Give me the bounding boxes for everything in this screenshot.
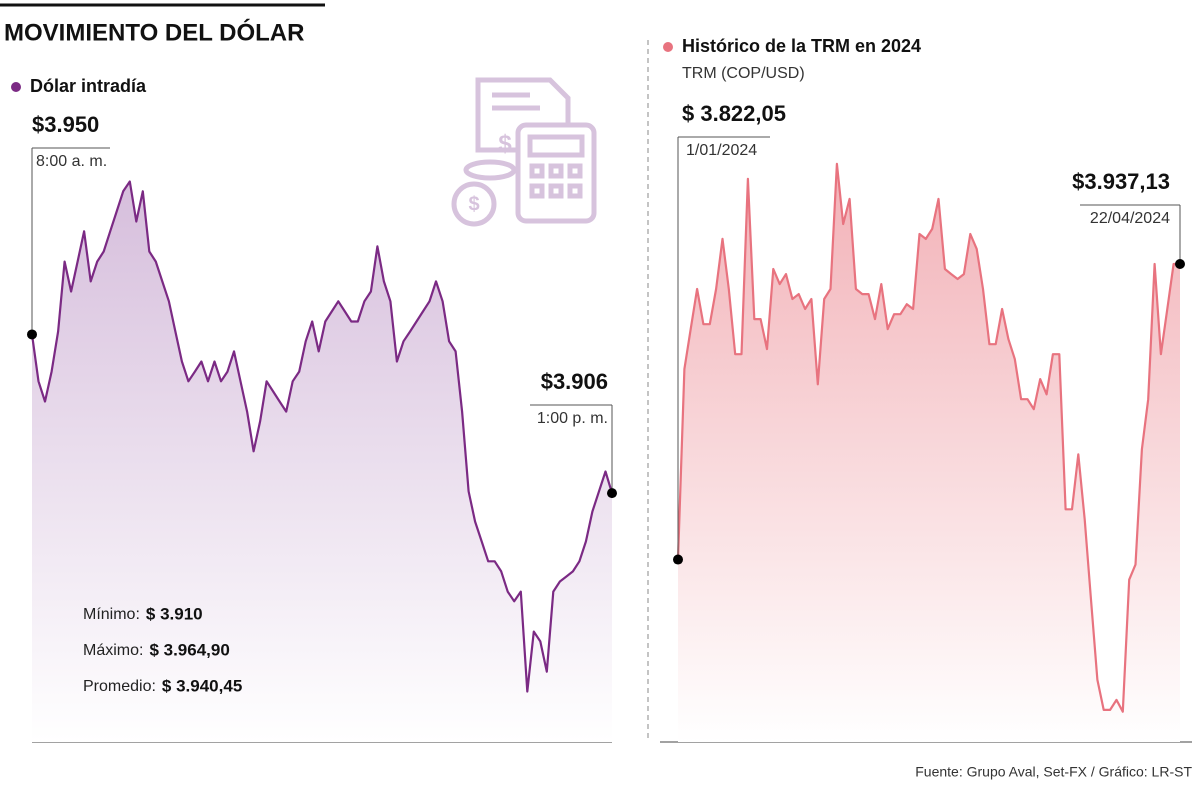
end-point xyxy=(607,488,617,499)
annotation-value: $ 3.822,05 xyxy=(682,101,786,126)
annotation-date: 1/01/2024 xyxy=(686,142,757,159)
annotation-date: 1:00 p. m. xyxy=(537,410,608,427)
end-point xyxy=(673,554,683,565)
stat-value: $ 3.940,45 xyxy=(162,676,242,695)
subtitle: TRM (COP/USD) xyxy=(682,65,805,82)
title: MOVIMIENTO DEL DÓLAR xyxy=(4,18,304,46)
source: Fuente: Grupo Aval, Set-FX / Gráfico: LR… xyxy=(915,764,1192,780)
stat-label: Mínimo: xyxy=(83,606,140,623)
stat-label: Máximo: xyxy=(83,642,143,659)
legend-marker xyxy=(663,42,673,52)
legend-label: Dólar intradía xyxy=(30,76,147,96)
line xyxy=(30,180,614,693)
end-point xyxy=(1175,259,1185,270)
annotation-value: $3.950 xyxy=(32,112,99,137)
legend-label: Histórico de la TRM en 2024 xyxy=(682,36,921,56)
annotation-date: 22/04/2024 xyxy=(1090,210,1170,227)
finance-icon xyxy=(451,77,597,227)
stat-value: $ 3.910 xyxy=(146,604,203,623)
icon-symbol: $ xyxy=(468,193,479,215)
icon-symbol: $ xyxy=(498,130,512,157)
stat-label: Promedio: xyxy=(83,678,156,695)
annotation-value: $3.937,13 xyxy=(1072,169,1170,194)
area xyxy=(678,163,1180,742)
line xyxy=(676,162,1180,713)
end-point xyxy=(27,329,37,340)
stat-value: $ 3.964,90 xyxy=(149,640,229,659)
legend-marker xyxy=(11,82,21,92)
annotation-value: $3.906 xyxy=(541,369,608,394)
area xyxy=(32,181,612,742)
annotation-date: 8:00 a. m. xyxy=(36,153,107,170)
